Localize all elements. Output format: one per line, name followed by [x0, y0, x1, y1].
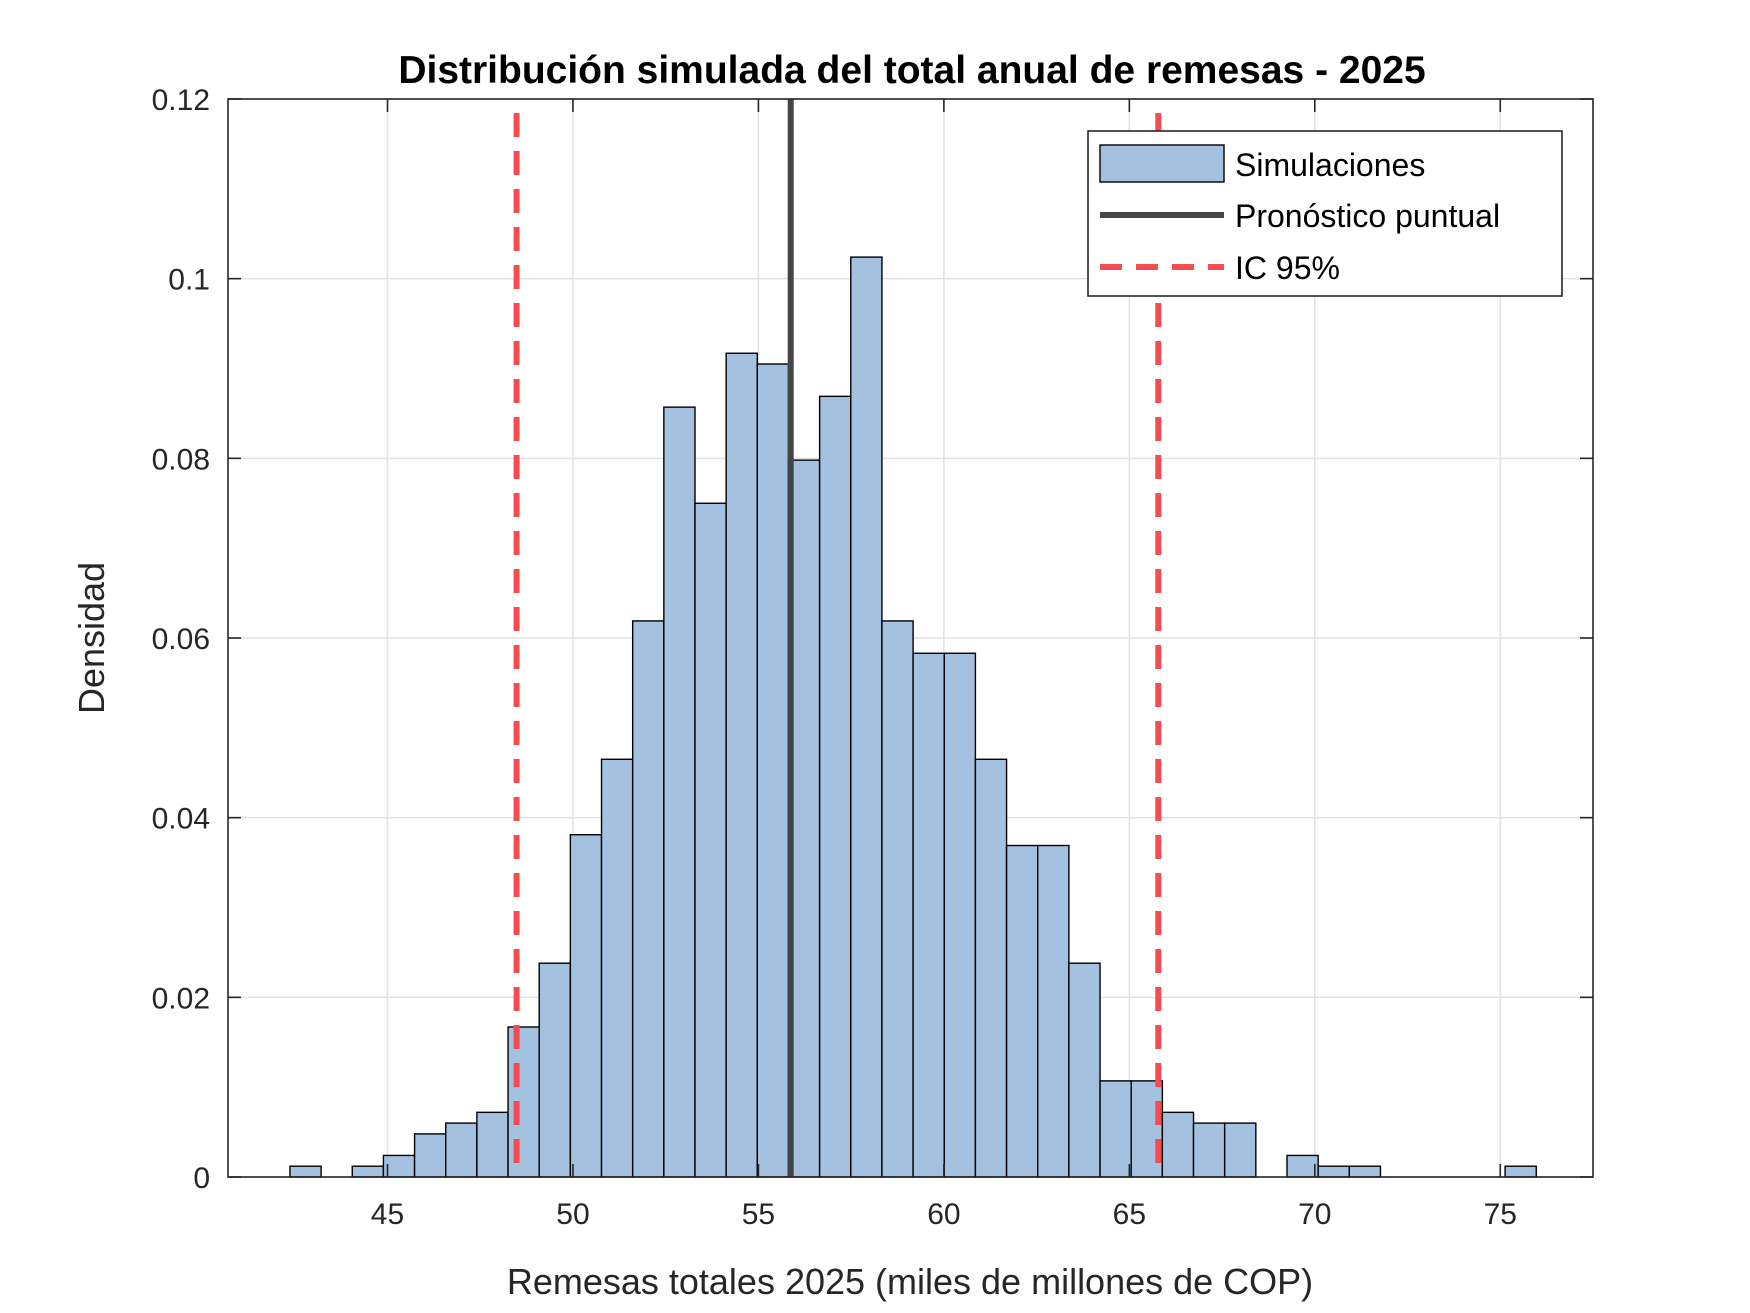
histogram-bar: [289, 1165, 322, 1178]
histogram-bar: [912, 652, 945, 1178]
histogram-bar: [850, 256, 883, 1178]
y-tick-label: 0.12: [152, 84, 210, 117]
y-axis-label: Densidad: [71, 562, 112, 714]
histogram-bar: [881, 620, 914, 1178]
x-tick-label: 75: [1484, 1198, 1517, 1231]
histogram-bar: [351, 1165, 385, 1178]
histogram-bar: [631, 620, 665, 1178]
x-tick-label: 65: [1113, 1198, 1146, 1231]
x-tick-label: 55: [742, 1198, 775, 1231]
histogram-bar: [445, 1122, 478, 1178]
histogram-bar: [1037, 844, 1070, 1178]
y-axis-tick-labels: 0 0.02 0.04 0.06 0.08 0.1 0.12: [152, 84, 210, 1195]
reference-lines: [513, 99, 1162, 1177]
histogram-bar: [1223, 1122, 1257, 1178]
legend: Simulaciones Pronóstico puntual IC 95%: [1087, 130, 1563, 297]
x-tick-label: 50: [556, 1198, 589, 1231]
histogram-bar: [1161, 1111, 1195, 1178]
histogram-bar: [1192, 1122, 1226, 1178]
histogram-bar: [756, 363, 790, 1178]
histogram-bar: [507, 1026, 540, 1178]
histogram-bar: [476, 1111, 509, 1178]
axis-ticks: [228, 98, 1593, 1178]
y-tick-label: 0.1: [168, 264, 210, 297]
histogram-bar: [600, 758, 634, 1178]
legend-label-pronostico: Pronóstico puntual: [1235, 198, 1500, 234]
y-tick-label: 0: [193, 1162, 210, 1195]
x-tick-label: 70: [1298, 1198, 1331, 1231]
legend-label-simulaciones: Simulaciones: [1235, 147, 1425, 183]
chart-title: Distribución simulada del total anual de…: [398, 49, 1425, 92]
histogram-bar: [818, 395, 852, 1178]
y-tick-label: 0.08: [152, 443, 210, 476]
legend-swatch-simulaciones: [1099, 144, 1225, 183]
histogram-bar: [569, 834, 603, 1178]
legend-label-ic95: IC 95%: [1235, 250, 1340, 286]
x-axis-tick-labels: 45 50 55 60 65 70 75: [371, 1198, 1517, 1231]
histogram-bar: [974, 758, 1008, 1178]
histogram-bar: [1099, 1080, 1132, 1178]
histogram-bar: [725, 352, 759, 1178]
histogram-bars: [289, 256, 1537, 1178]
histogram-bar: [943, 652, 977, 1178]
histogram-bar: [1005, 844, 1039, 1178]
histogram-bar: [1286, 1154, 1319, 1178]
x-axis-label: Remesas totales 2025 (miles de millones …: [507, 1261, 1313, 1302]
histogram-bar: [1317, 1165, 1351, 1178]
histogram-bar: [538, 962, 572, 1178]
histogram-bar: [694, 502, 727, 1178]
y-tick-label: 0.06: [152, 623, 210, 656]
y-tick-label: 0.04: [152, 803, 210, 836]
x-tick-label: 60: [927, 1198, 960, 1231]
histogram-bar: [1348, 1165, 1382, 1178]
histogram-bar: [1068, 962, 1101, 1178]
y-tick-label: 0.02: [152, 982, 210, 1015]
histogram-bar: [663, 406, 696, 1178]
x-tick-label: 45: [371, 1198, 404, 1231]
histogram-bar: [1504, 1165, 1537, 1178]
histogram-bar: [413, 1133, 447, 1178]
